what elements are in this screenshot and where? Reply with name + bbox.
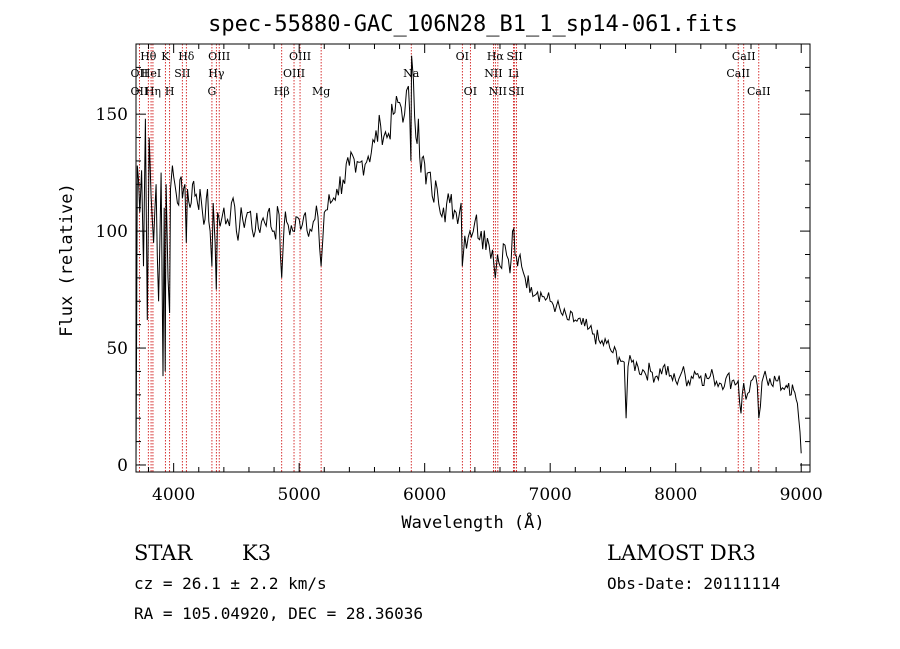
spectral-line-label: SII — [508, 85, 524, 98]
x-tick-label: 7000 — [529, 485, 572, 505]
object-class: STAR — [134, 541, 193, 565]
spectral-line-label: G — [208, 85, 217, 98]
spectral-line-label: OIII — [283, 67, 305, 80]
spectral-line-label: SII — [507, 50, 523, 63]
spectral-line-label: Li — [508, 67, 519, 80]
y-tick-label: 0 — [117, 456, 128, 476]
chart-title: spec-55880-GAC_106N28_B1_1_sp14-061.fits — [208, 12, 738, 37]
spectral-line-markers — [138, 44, 760, 472]
survey-name: LAMOST DR3 — [607, 541, 756, 565]
spectral-line-label: Hα — [487, 50, 505, 63]
spectral-line-label: OII — [131, 67, 149, 80]
coordinates: RA = 105.04920, DEC = 28.36036 — [134, 604, 423, 623]
spectral-line-label: NII — [484, 67, 502, 80]
spectral-line-label: CaII — [732, 50, 756, 63]
x-tick-label: 4000 — [152, 485, 195, 505]
x-tick-label: 9000 — [780, 485, 823, 505]
spectral-line-label: K — [161, 50, 170, 63]
spectral-line-label: OI — [464, 85, 477, 98]
spectral-line-label: SII — [174, 67, 190, 80]
plot-frame — [135, 43, 811, 473]
spectral-line-label: Hη — [145, 85, 161, 98]
spectral-line-label: Hθ — [140, 50, 157, 63]
x-tick-label: 5000 — [278, 485, 321, 505]
y-tick-label: 100 — [96, 222, 128, 242]
spectral-line-label: CaII — [726, 67, 750, 80]
y-axis-label: Flux (relative) — [57, 183, 77, 337]
spectral-line-label: OIII — [208, 50, 230, 63]
spectral-line-label: HeI — [141, 67, 161, 80]
redshift-readout: cz = 26.1 ± 2.2 km/s — [134, 574, 327, 593]
spectral-line-label: Hδ — [178, 50, 195, 63]
spectral-line-label: OI — [456, 50, 469, 63]
spectral-line-label: H — [165, 85, 175, 98]
x-tick-label: 6000 — [403, 485, 446, 505]
spectrum-series — [135, 55, 802, 466]
x-tick-label: 8000 — [654, 485, 697, 505]
spectral-line-label: Hβ — [274, 85, 290, 98]
spectrum-line — [135, 55, 802, 466]
y-tick-label: 50 — [106, 339, 128, 359]
obs-date: Obs-Date: 20111114 — [607, 574, 780, 593]
spectral-line-label: Hγ — [208, 67, 225, 80]
x-axis-label: Wavelength (Å) — [401, 511, 544, 533]
y-tick-label: 150 — [96, 105, 128, 125]
spectral-line-label: OII — [131, 85, 149, 98]
axis-ticks — [136, 44, 810, 472]
spectral-line-label: NII — [489, 85, 507, 98]
spectral-line-label: OIII — [289, 50, 311, 63]
spectral-line-label: CaII — [747, 85, 771, 98]
object-subclass: K3 — [242, 541, 271, 565]
axis-tick-labels: 4000 5000 6000 7000 8000 9000 0 50 100 150 — [96, 105, 823, 505]
spectral-line-label: Mg — [312, 85, 330, 98]
